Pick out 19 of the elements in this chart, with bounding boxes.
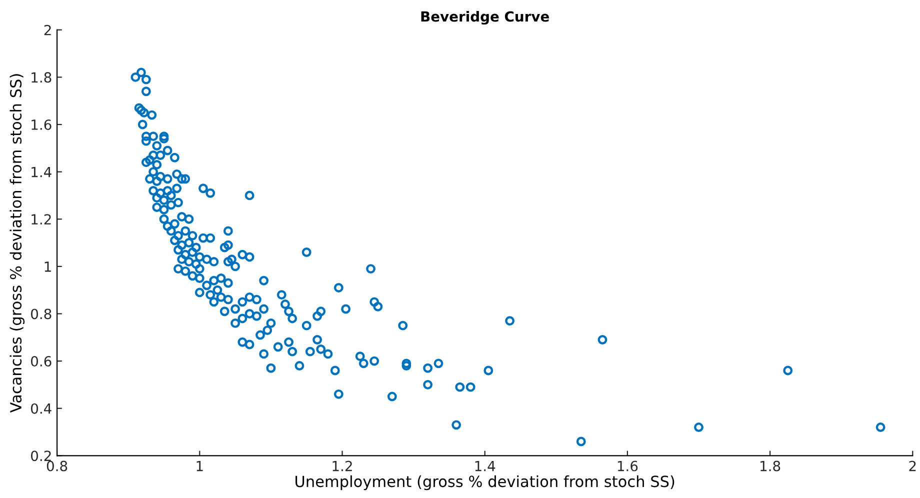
- x-axis-title: Unemployment (gross % deviation from stoch SS): [296, 475, 674, 490]
- x-tick-label: 1.6: [618, 460, 638, 472]
- y-tick-label: 0.8: [31, 308, 52, 320]
- y-tick-label: 2: [44, 24, 51, 36]
- y-tick-label: 1.6: [32, 119, 52, 130]
- x-tick-label: 1: [196, 460, 203, 472]
- y-tick-label: 1.2: [32, 214, 51, 224]
- chart-title: Beveridge Curve: [421, 10, 549, 25]
- x-tick-label: 2: [909, 460, 916, 472]
- y-tick-label: 0.2: [31, 450, 51, 462]
- x-tick-label: 1.4: [475, 460, 496, 472]
- y-tick-label: 1.8: [32, 72, 52, 83]
- y-axis-title: Vacancies (gross % deviation from stoch SS): [10, 74, 25, 413]
- x-tick-label: 1.8: [760, 460, 780, 472]
- y-tick-label: 0.6: [31, 356, 52, 367]
- x-tick-label: 1.2: [332, 460, 352, 472]
- y-tick-label: 1.4: [32, 166, 52, 178]
- y-tick-label: 0.4: [31, 403, 52, 414]
- y-tick-label: 1: [44, 262, 51, 272]
